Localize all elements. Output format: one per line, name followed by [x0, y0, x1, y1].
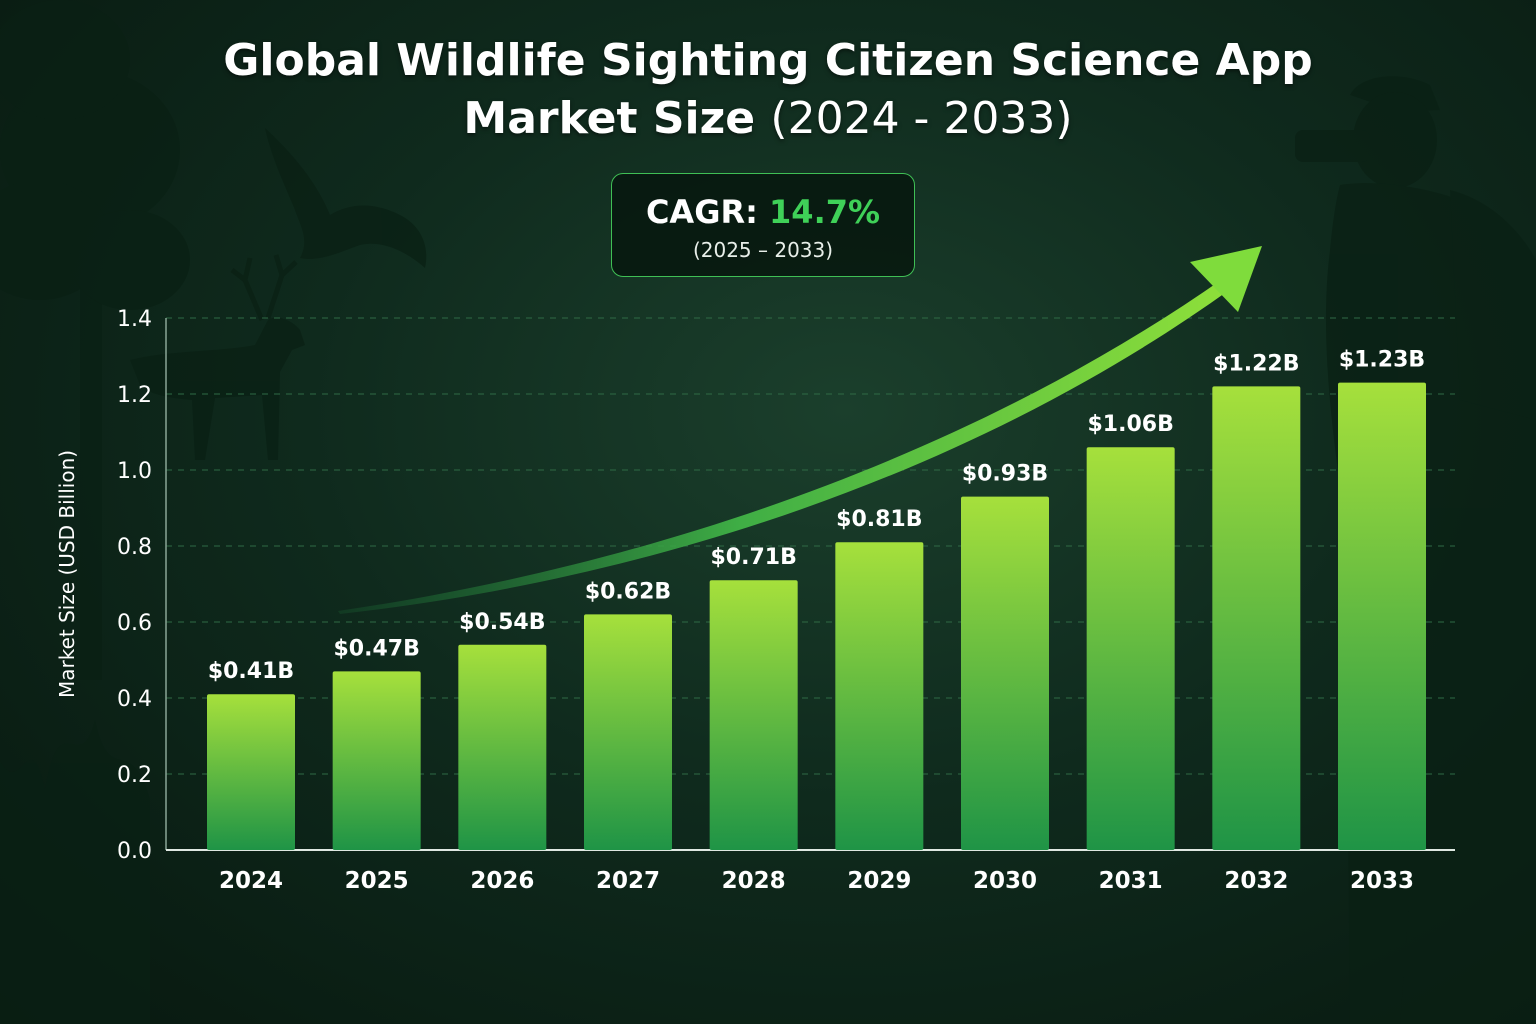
bar-2025 [332, 671, 421, 850]
growth-arrow-icon [338, 246, 1262, 614]
bar-2031 [1086, 447, 1175, 850]
y-tick-label: 0.0 [117, 839, 152, 864]
y-tick-label: 1.2 [117, 383, 152, 408]
bar-2033 [1338, 382, 1426, 850]
chart-title-period: (2024 - 2033) [770, 93, 1073, 144]
y-tick-label: 0.2 [117, 763, 152, 788]
data-labels: $0.41B $0.47B $0.54B $0.62B $0.71B $0.81B $0.9… [208, 348, 1425, 685]
x-tick-label-2027: 2027 [596, 868, 660, 894]
bar-2024 [207, 694, 295, 850]
x-tick-label-2031: 2031 [1099, 868, 1163, 894]
bar-2027 [584, 614, 672, 850]
data-label-2024: $0.41B [208, 659, 294, 684]
x-tick-label-2024: 2024 [219, 868, 283, 894]
y-tick-label: 0.4 [117, 687, 152, 712]
data-label-2031: $1.06B [1087, 412, 1173, 437]
deer-silhouette-icon [130, 254, 305, 460]
x-tick-label-2025: 2025 [345, 868, 409, 894]
data-label-2032: $1.22B [1213, 351, 1299, 376]
y-axis-label: Market Size (USD Billion) [55, 450, 79, 698]
y-tick-label: 0.8 [117, 535, 152, 560]
bar-2029 [835, 542, 924, 850]
x-tick-label-2033: 2033 [1350, 868, 1414, 894]
x-tick-labels: 2024 2025 2026 2027 2028 2029 2030 2031 2032 2033 [219, 868, 1414, 894]
chart-title-line1: Global Wildlife Sighting Citizen Science… [223, 35, 1313, 86]
bar-2032 [1212, 386, 1301, 850]
y-tick-label: 0.6 [117, 611, 152, 636]
cagr-period: (2025 – 2033) [692, 238, 834, 262]
x-tick-label-2030: 2030 [973, 868, 1037, 894]
cagr-label: CAGR: [645, 193, 758, 231]
x-tick-label-2029: 2029 [847, 868, 911, 894]
cagr-line: CAGR: 14.7% [612, 192, 914, 232]
x-tick-label-2028: 2028 [722, 868, 786, 894]
bird-silhouette-icon [265, 128, 427, 268]
cagr-badge: CAGR: 14.7% (2025 – 2033) [611, 173, 915, 277]
data-label-2030: $0.93B [962, 462, 1048, 487]
data-label-2029: $0.81B [836, 507, 922, 532]
x-tick-label-2026: 2026 [470, 868, 534, 894]
y-tick-label: 1.0 [117, 459, 152, 484]
chart-title-line2: Market Size (2024 - 2033) [0, 91, 1536, 147]
bar-2026 [458, 644, 547, 850]
bar-2030 [961, 496, 1049, 850]
data-label-2027: $0.62B [585, 579, 671, 604]
data-label-2033: $1.23B [1339, 348, 1425, 373]
data-label-2026: $0.54B [459, 610, 545, 635]
tree-silhouette-icon [0, 0, 190, 680]
y-tick-labels: 0.0 0.2 0.4 0.6 0.8 1.0 1.2 1.4 [117, 307, 152, 864]
chart-title-main: Market Size [463, 93, 756, 144]
cagr-value: 14.7% [769, 193, 881, 231]
data-label-2025: $0.47B [333, 636, 419, 661]
bar-2028 [709, 580, 798, 850]
data-label-2028: $0.71B [710, 545, 796, 570]
x-tick-label-2032: 2032 [1224, 868, 1288, 894]
bar-series [207, 382, 1426, 850]
y-tick-label: 1.4 [117, 307, 152, 332]
